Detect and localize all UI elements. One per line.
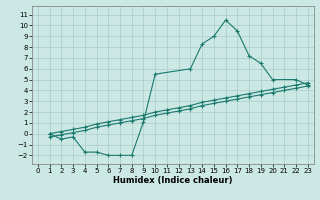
- X-axis label: Humidex (Indice chaleur): Humidex (Indice chaleur): [113, 176, 233, 185]
